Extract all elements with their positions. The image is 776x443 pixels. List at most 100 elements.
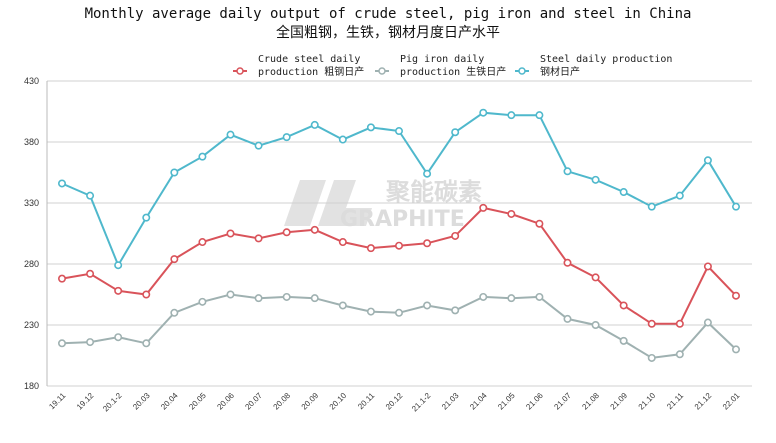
data-point-s2-20 — [619, 188, 628, 197]
data-point-s0-17 — [535, 219, 544, 228]
legend-label-pig-iron-1: Pig iron daily — [400, 54, 485, 65]
data-point-s0-6 — [226, 229, 235, 238]
data-point-s1-19 — [591, 320, 600, 329]
y-tick-label-430: 430 — [24, 76, 39, 86]
data-point-s1-7 — [254, 294, 263, 303]
legend-label-pig-iron-2: production 生铁日产 — [400, 67, 507, 78]
data-point-s2-0 — [57, 179, 66, 188]
x-tick-label-21.06: 21.06 — [524, 391, 545, 412]
data-point-s0-2 — [114, 286, 123, 295]
x-tick-label-20.1-2: 20.1-2 — [101, 391, 124, 414]
data-point-s0-15 — [479, 203, 488, 212]
data-point-s0-9 — [310, 225, 319, 234]
x-tick-label-22.01: 22.01 — [721, 391, 742, 412]
data-point-s2-1 — [86, 191, 95, 200]
data-point-s2-9 — [310, 120, 319, 129]
x-tick-label-21.08: 21.08 — [580, 391, 601, 412]
data-point-s1-1 — [86, 338, 95, 347]
data-point-s0-23 — [703, 262, 712, 271]
x-tick-label-21.07: 21.07 — [552, 391, 573, 412]
x-tick-label-21.05: 21.05 — [496, 391, 517, 412]
data-point-s0-4 — [170, 255, 179, 264]
data-point-s2-18 — [563, 167, 572, 176]
x-tick-label-20.07: 20.07 — [243, 391, 264, 412]
data-point-s2-24 — [731, 202, 740, 211]
x-tick-label-20.08: 20.08 — [272, 391, 293, 412]
data-point-s0-3 — [142, 290, 151, 299]
data-point-s2-4 — [170, 168, 179, 177]
legend-item-steel: Steel daily production 钢材日产 — [540, 53, 672, 79]
data-point-s2-19 — [591, 175, 600, 184]
data-point-s0-13 — [423, 239, 432, 248]
data-point-s1-17 — [535, 292, 544, 301]
legend-label-steel-1: Steel daily production — [540, 54, 673, 65]
data-point-s2-7 — [254, 141, 263, 150]
watermark-text-en: GRAPHITE — [340, 207, 465, 232]
data-point-s0-19 — [591, 273, 600, 282]
x-tick-label-20.06: 20.06 — [215, 391, 236, 412]
x-tick-label-21.1-2: 21.1-2 — [410, 391, 433, 414]
data-point-s1-9 — [310, 294, 319, 303]
data-point-s1-24 — [731, 345, 740, 354]
legend-label-crude-steel-2: production 粗钢日产 — [258, 67, 365, 78]
data-point-s0-11 — [366, 244, 375, 253]
data-point-s1-23 — [703, 318, 712, 327]
data-point-s0-1 — [86, 269, 95, 278]
legend-item-crude-steel: Crude steel daily production 粗钢日产 — [258, 53, 364, 79]
data-point-s2-23 — [703, 156, 712, 165]
data-point-s0-7 — [254, 234, 263, 243]
x-tick-label-19.11: 19.11 — [47, 391, 67, 411]
x-tick-label-20.04: 20.04 — [159, 391, 180, 412]
legend-item-pig-iron: Pig iron daily production 生铁日产 — [400, 53, 506, 79]
data-point-s2-22 — [675, 191, 684, 200]
data-point-s1-5 — [198, 297, 207, 306]
x-tick-label-20.12: 20.12 — [384, 391, 405, 412]
x-tick-label-20.11: 20.11 — [356, 391, 376, 411]
x-tick-label-21.10: 21.10 — [637, 391, 658, 412]
legend-label-steel-2: 钢材日产 — [540, 67, 580, 78]
data-point-s1-15 — [479, 292, 488, 301]
legend-marker-1 — [378, 67, 386, 75]
series-line-1 — [61, 293, 737, 359]
chart-title: Monthly average daily output of crude st… — [84, 6, 692, 22]
data-point-s2-14 — [451, 128, 460, 137]
data-point-s0-18 — [563, 258, 572, 267]
x-tick-label-21.04: 21.04 — [468, 391, 489, 412]
data-point-s2-15 — [479, 108, 488, 117]
data-point-s2-17 — [535, 111, 544, 120]
data-point-s1-6 — [226, 290, 235, 299]
x-tick-label-20.09: 20.09 — [300, 391, 321, 412]
watermark-text-cn: 聚能碳素 — [385, 178, 482, 206]
data-point-s0-5 — [198, 238, 207, 247]
data-point-s2-6 — [226, 130, 235, 139]
watermark-logo: 聚能碳素 GRAPHITE — [284, 178, 482, 232]
data-point-s2-5 — [198, 152, 207, 161]
data-point-s0-22 — [675, 319, 684, 328]
data-point-s2-16 — [507, 111, 516, 120]
data-point-s1-3 — [142, 339, 151, 348]
data-point-s0-8 — [282, 228, 291, 237]
y-tick-label-330: 330 — [24, 198, 39, 208]
data-point-s1-13 — [423, 301, 432, 310]
data-point-s1-21 — [647, 353, 656, 362]
x-tick-label-21.09: 21.09 — [609, 391, 630, 412]
x-tick-label-21.03: 21.03 — [440, 391, 461, 412]
data-point-s1-10 — [338, 301, 347, 310]
y-tick-label-180: 180 — [24, 381, 39, 391]
x-tick-label-21.12: 21.12 — [693, 391, 714, 412]
legend-label-crude-steel-1: Crude steel daily — [258, 54, 361, 65]
data-point-s0-0 — [57, 274, 66, 283]
data-point-s1-14 — [451, 306, 460, 315]
data-point-s1-2 — [114, 333, 123, 342]
data-point-s0-10 — [338, 238, 347, 247]
legend-marker-0 — [236, 67, 244, 75]
y-tick-label-230: 230 — [24, 320, 39, 330]
data-point-s1-22 — [675, 350, 684, 359]
data-point-s1-8 — [282, 292, 291, 301]
data-point-s2-3 — [142, 213, 151, 222]
chart-subtitle: 全国粗钢，生铁，钢材月度日产水平 — [276, 25, 500, 41]
data-point-s0-16 — [507, 209, 516, 218]
data-point-s2-12 — [394, 127, 403, 136]
data-point-s2-13 — [423, 169, 432, 178]
